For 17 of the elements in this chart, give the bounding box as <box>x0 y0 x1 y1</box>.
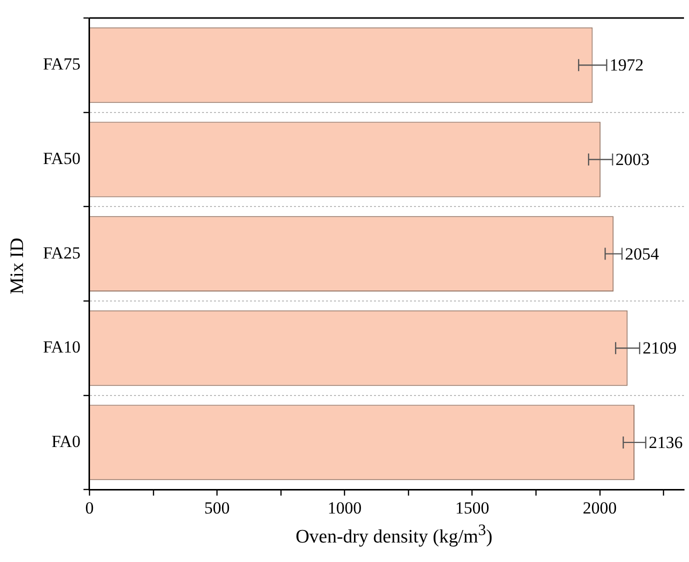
y-tick-label: FA50 <box>42 148 80 168</box>
x-axis-title: Oven-dry density (kg/m$^{3}$) <box>294 522 494 548</box>
data-label: 2109 <box>642 338 677 358</box>
x-tick-label: 1500 <box>455 498 490 518</box>
x-tick-label: 1000 <box>328 498 362 518</box>
y-tick-label: FA10 <box>42 338 80 357</box>
y-axis-title: Mix ID <box>7 236 29 296</box>
x-tick-label: 0 <box>85 498 94 518</box>
x-tick-label: 2000 <box>582 498 617 518</box>
data-label: 2054 <box>624 244 660 264</box>
data-label: 1972 <box>610 56 644 75</box>
y-tick-label: FA0 <box>51 432 80 451</box>
data-label: 2136 <box>648 432 683 452</box>
y-tick-label: FA25 <box>42 243 80 262</box>
data-label: 2003 <box>616 150 650 169</box>
x-tick-label: 500 <box>204 498 230 518</box>
y-tick-label: FA75 <box>42 54 80 74</box>
